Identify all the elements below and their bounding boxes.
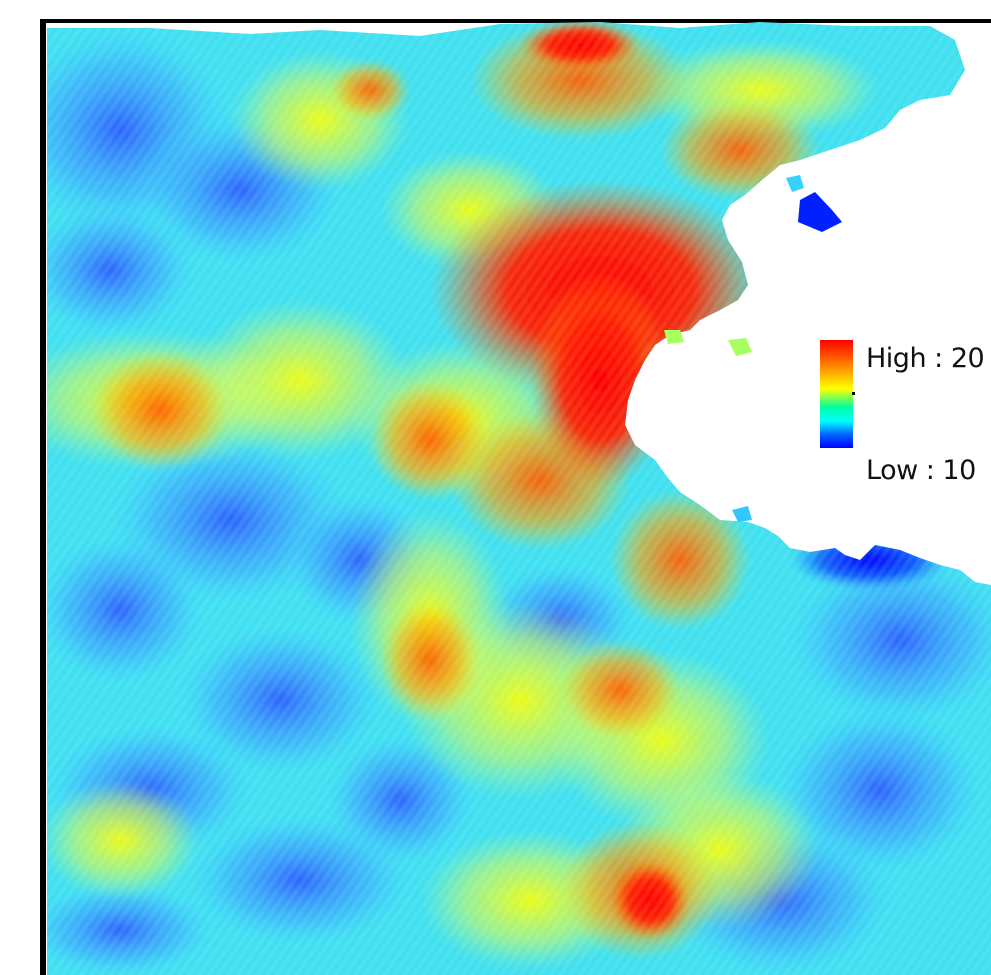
isolated-cells	[798, 192, 842, 232]
raster-surface	[47, 22, 991, 975]
legend-tick	[852, 392, 855, 395]
isolated-cell	[664, 330, 684, 344]
isolated-cell	[786, 175, 804, 192]
legend-low-label: Low : 10	[866, 455, 976, 486]
legend-high-label: High : 20	[866, 343, 985, 374]
isolated-cell	[732, 506, 752, 522]
map-frame-left	[40, 19, 46, 975]
map-frame-top	[40, 19, 991, 23]
legend-color-ramp	[820, 340, 853, 448]
isolated-cell	[728, 338, 752, 356]
